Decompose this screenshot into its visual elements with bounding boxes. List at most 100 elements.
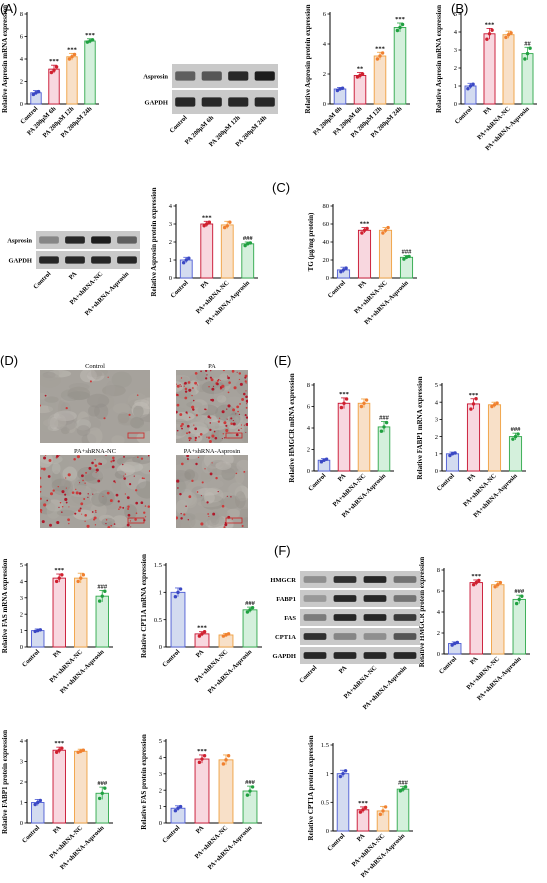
lipid-droplet (89, 380, 92, 383)
x-tick-label: Control (21, 648, 41, 668)
lipid-droplet (84, 482, 86, 484)
lipid-droplet (226, 418, 228, 420)
cell-texture (113, 523, 123, 528)
cell-texture (57, 413, 75, 425)
bar (508, 436, 523, 472)
lipid-droplet (48, 459, 52, 462)
cell-texture (125, 474, 147, 490)
bar (378, 229, 393, 279)
data-point (245, 610, 250, 614)
micrograph-texture (40, 370, 150, 443)
lipid-droplet (64, 493, 67, 496)
significance-label: ### (243, 235, 254, 242)
lipid-droplet (194, 436, 198, 440)
bar (396, 788, 410, 832)
cell-texture (124, 504, 138, 520)
data-point (200, 632, 204, 636)
lipid-droplet (188, 439, 191, 442)
data-point (517, 597, 521, 602)
lipid-droplet (206, 374, 208, 376)
cell-texture (190, 415, 212, 428)
cell-texture (87, 427, 103, 443)
lipid-droplet (135, 512, 138, 515)
lipid-droplet (107, 376, 109, 378)
data-point (343, 769, 348, 773)
cell-texture (90, 502, 107, 518)
cell-texture (213, 519, 234, 528)
cell-texture (49, 416, 59, 430)
lipid-droplet (129, 520, 132, 522)
lipid-droplet (232, 419, 234, 422)
bar (74, 577, 88, 648)
lipid-droplet (197, 456, 200, 459)
data-point (207, 220, 212, 224)
cell-texture (176, 423, 187, 439)
bar-chart: Relative Asprosin mRNA expression 0 1 2 3 4 5 C… (435, 5, 537, 152)
lipid-droplet (191, 479, 194, 483)
bar (241, 243, 255, 279)
cell-texture (210, 430, 224, 443)
blot-band (333, 576, 357, 583)
lipid-droplet (224, 523, 228, 527)
lipid-droplet (239, 382, 243, 386)
y-tick-label: 3 (435, 417, 438, 424)
lipid-droplet (106, 491, 110, 495)
cell-texture (114, 470, 126, 479)
lipid-droplet (188, 495, 192, 499)
y-tick-label: 2 (323, 71, 326, 78)
bar (218, 634, 234, 648)
lipid-droplet (78, 492, 82, 495)
cell-texture (47, 413, 67, 430)
lipid-droplet (184, 381, 187, 385)
cell-texture (200, 405, 224, 413)
panel-label-c: (C) (272, 180, 290, 195)
cell-texture (140, 397, 150, 410)
y-tick-label: 0 (20, 820, 23, 827)
y-tick-label: 0 (323, 101, 326, 108)
y-tick-label: 3 (159, 771, 162, 778)
bar (353, 75, 367, 105)
data-point (338, 87, 342, 91)
lipid-droplet (185, 411, 188, 414)
lipid-droplet (105, 523, 107, 525)
lipid-droplet (184, 390, 188, 393)
lipid-droplet (220, 379, 222, 381)
cell-texture (235, 414, 244, 423)
cell-texture (234, 485, 248, 502)
blot-band (228, 71, 249, 81)
cell-texture (86, 370, 105, 382)
data-point (485, 37, 489, 41)
data-point (469, 407, 473, 411)
data-point (395, 28, 400, 33)
y-tick-label: 4 (20, 579, 24, 586)
cell-texture (40, 455, 52, 466)
lipid-droplet (56, 521, 60, 525)
lipid-droplet (217, 490, 219, 493)
lipid-droplet (79, 507, 82, 510)
data-point (33, 629, 37, 634)
x-tick-label: PA (199, 279, 210, 290)
cell-texture (97, 499, 121, 510)
cell-texture (76, 425, 91, 437)
lipid-droplet (243, 392, 246, 396)
cell-texture (118, 417, 136, 426)
bar-chart: Relative HMGCR mRNA expression 0 2 4 6 8 Contr… (288, 373, 394, 519)
oil-red-o-micrograph: PA (176, 363, 248, 443)
cell-texture (68, 485, 92, 498)
lipid-droplet (194, 427, 198, 431)
x-tick-label: PA+shRNA-Asprosin (207, 648, 254, 695)
lipid-droplet (87, 493, 89, 495)
data-point (322, 458, 326, 462)
cell-texture (105, 381, 115, 398)
cell-texture (84, 498, 103, 508)
blot-strip (300, 590, 420, 607)
lipid-droplet (80, 502, 84, 506)
x-tick-label: Control (438, 655, 458, 675)
cell-texture (176, 389, 192, 399)
significance-label: *** (471, 573, 481, 580)
y-axis-label: Relative Asprosin protein expression (150, 187, 158, 296)
data-point (335, 88, 340, 93)
y-tick-label: 5 (159, 738, 162, 745)
blot-strip (36, 231, 140, 249)
lipid-droplet (71, 491, 75, 494)
